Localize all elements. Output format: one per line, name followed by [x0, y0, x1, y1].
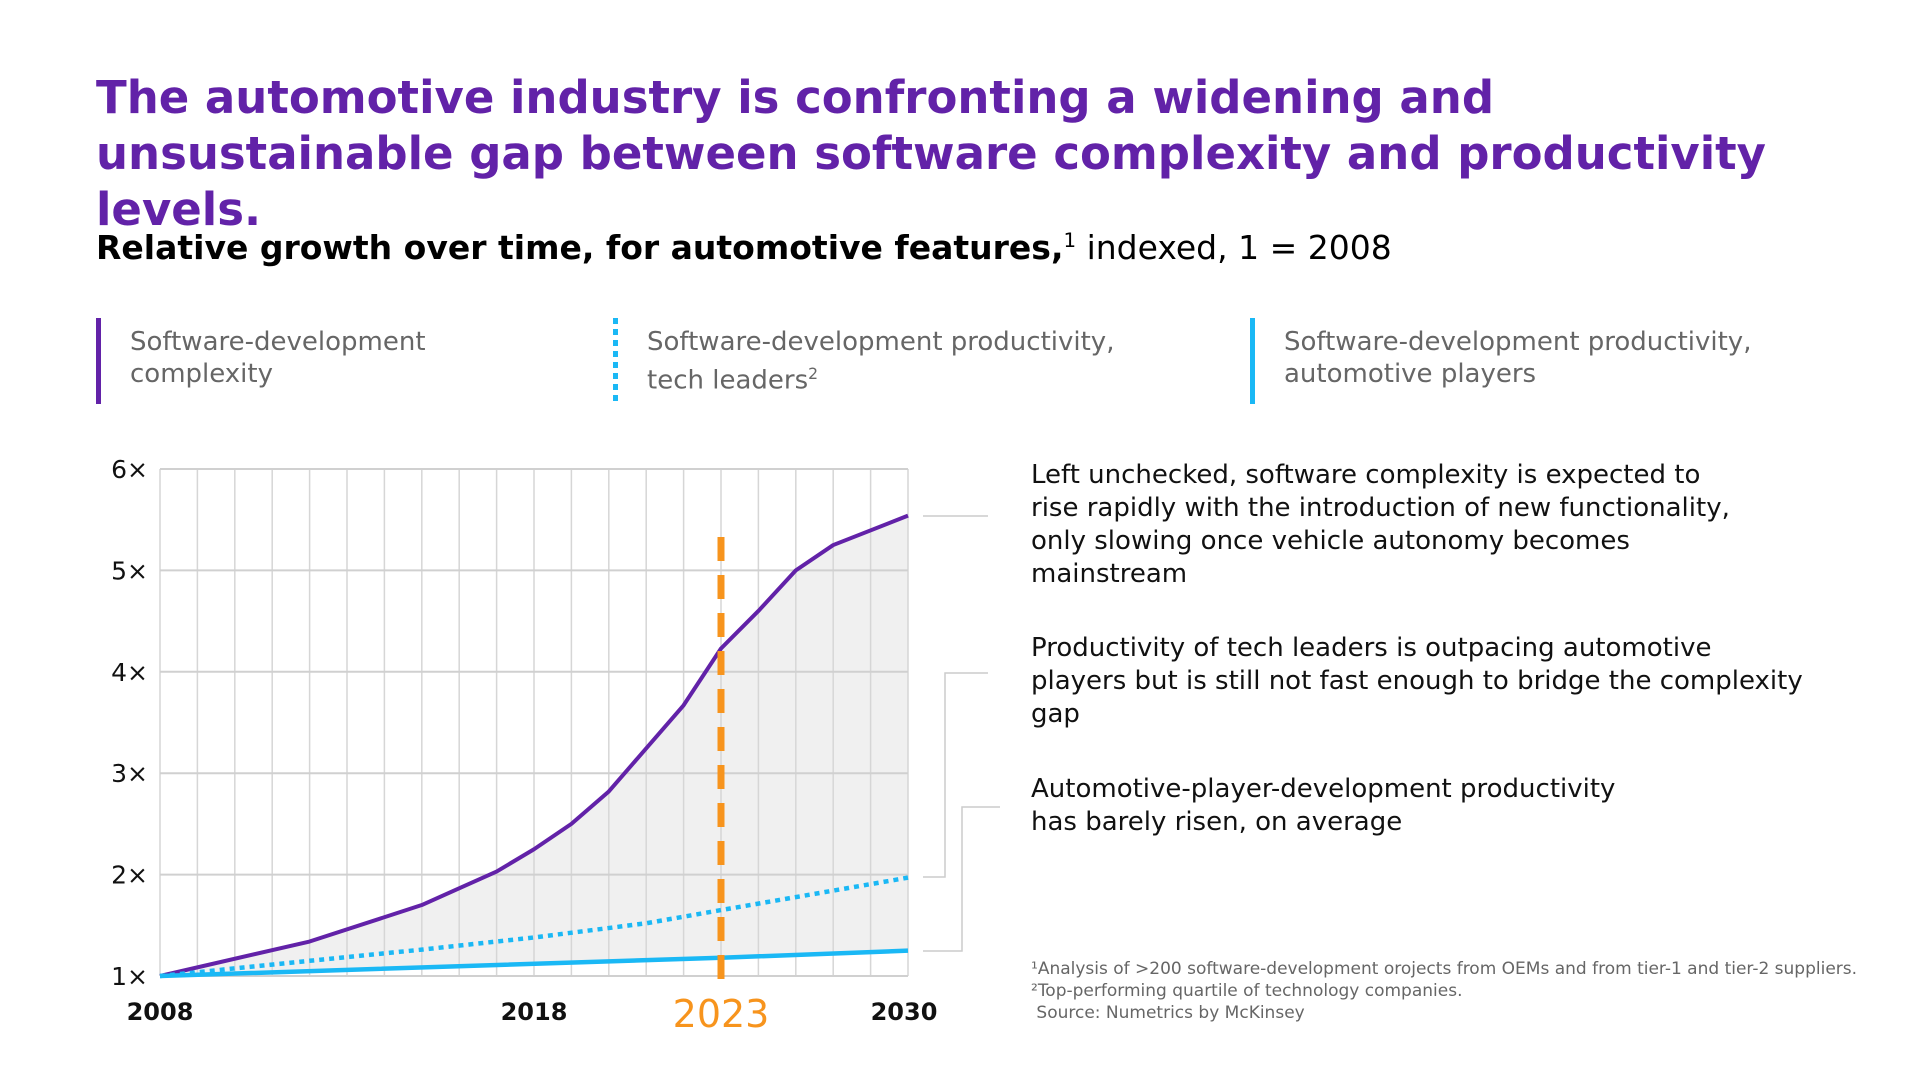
footnote-2: ²Top-performing quartile of technology c…	[1031, 981, 1463, 1001]
annotation-automotive: Automotive-player-development productivi…	[1031, 774, 1616, 837]
legend-tech-leaders: Software-development productivity, tech …	[613, 318, 1117, 404]
series-line-complexity	[159, 513, 909, 978]
legend-label: Software-development complexity	[130, 327, 426, 389]
annotation-tech-leaders: Productivity of tech leaders is outpacin…	[1031, 633, 1803, 729]
footnotes: ¹Analysis of >200 software-development o…	[1031, 958, 1857, 1024]
subtitle-footnote-mark: 1	[1063, 229, 1077, 252]
connector-tech-leaders	[923, 672, 988, 878]
x-tick-label: 2008	[127, 998, 194, 1026]
x-tick-label: 2018	[501, 998, 568, 1026]
y-tick-label: 6×	[111, 455, 148, 484]
series-line-tech-leaders	[159, 875, 909, 979]
x-tick-label: 2023	[673, 992, 770, 1036]
legend-automotive-players: Software-development productivity, autom…	[1250, 318, 1754, 404]
legend-swatch-solid-blue	[1250, 318, 1255, 404]
legend-label: Software-development productivity, tech …	[647, 327, 1115, 396]
footnote-1: ¹Analysis of >200 software-development o…	[1031, 959, 1858, 979]
source-note: Source: Numetrics by McKinsey	[1031, 1003, 1305, 1023]
y-tick-label: 4×	[111, 658, 148, 687]
legend-complexity: Software-development complexity	[96, 318, 460, 404]
subtitle-bold: Relative growth over time, for automotiv…	[96, 228, 1064, 267]
legend-swatch-solid-purple	[96, 318, 101, 404]
annotation-complexity: Left unchecked, software complexity is e…	[1031, 460, 1730, 589]
x-tick-label: 2030	[871, 998, 938, 1026]
chart-subtitle: Relative growth over time, for automotiv…	[96, 228, 1392, 267]
y-tick-label: 1×	[111, 962, 148, 991]
y-tick-label: 2×	[111, 861, 148, 890]
connector-automotive	[923, 806, 1000, 952]
legend-label: Software-development productivity, autom…	[1284, 327, 1752, 389]
legend-footnote-mark: 2	[808, 365, 819, 383]
y-tick-label: 3×	[111, 759, 148, 788]
subtitle-rest: indexed, 1 = 2008	[1076, 228, 1392, 267]
y-tick-label: 5×	[111, 556, 148, 585]
page-title: The automotive industry is confronting a…	[96, 71, 1766, 236]
legend-swatch-dotted-blue	[613, 318, 618, 404]
